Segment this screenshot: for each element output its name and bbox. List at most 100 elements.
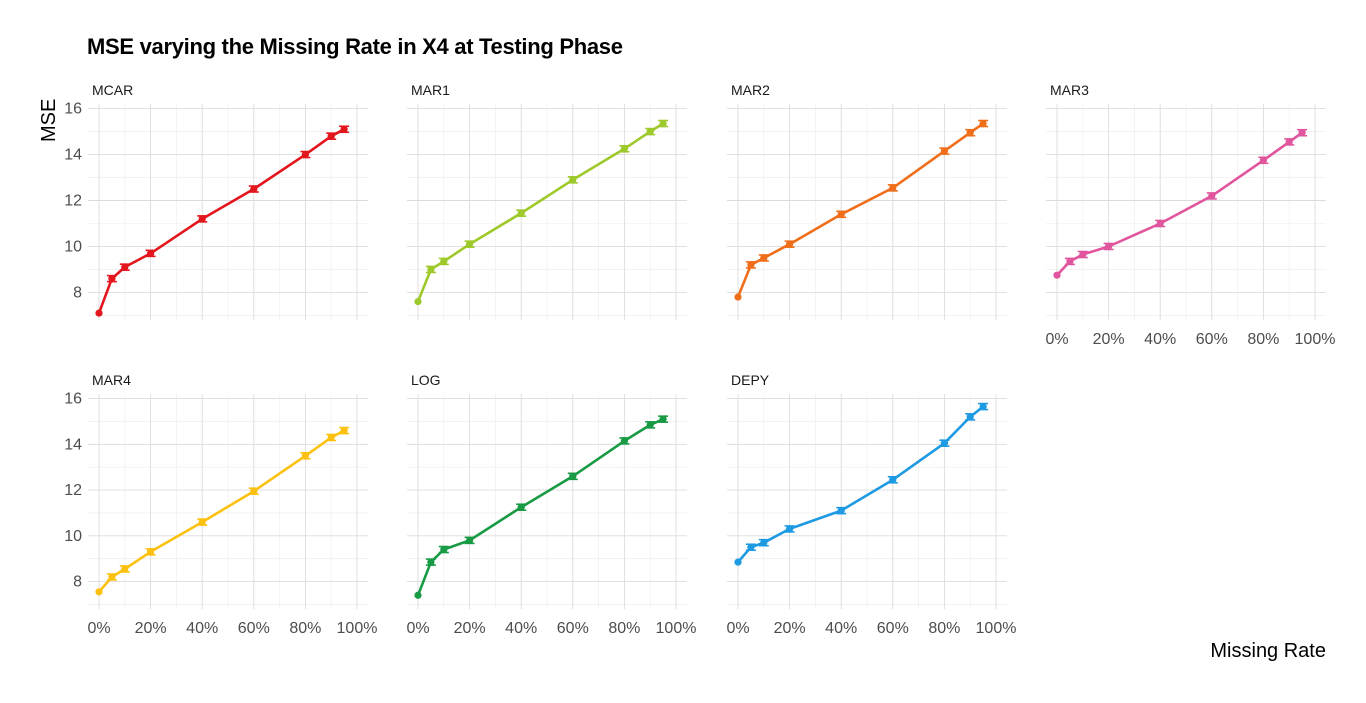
- panel-log: LOG 0% 20% 40% 60% 80% 100%: [406, 372, 696, 637]
- facet-label: MCAR: [92, 82, 133, 98]
- data-point: [440, 257, 448, 266]
- data-point: [620, 437, 629, 445]
- data-point: [466, 240, 474, 248]
- data-point: [250, 185, 258, 193]
- data-point: [1053, 271, 1061, 279]
- panel-mar4: MAR4 8 10 12 14 16 0% 20% 40% 60% 80% 100%: [64, 372, 377, 637]
- x-tick-label: 60%: [557, 620, 589, 637]
- x-tick-label: 60%: [877, 620, 909, 637]
- x-tick-label: 80%: [608, 620, 640, 637]
- data-point: [198, 518, 206, 526]
- data-point: [301, 150, 309, 159]
- x-tick-label: 100%: [1295, 331, 1336, 348]
- data-point: [1208, 192, 1216, 200]
- data-point: [121, 565, 129, 573]
- y-tick-label: 12: [64, 193, 82, 210]
- facet-label: MAR3: [1050, 82, 1089, 98]
- data-point: [517, 209, 525, 217]
- data-point: [108, 275, 116, 283]
- facet-label: DEPY: [731, 372, 770, 388]
- data-point: [569, 472, 577, 480]
- data-point: [979, 119, 987, 128]
- facet-label: LOG: [411, 372, 441, 388]
- data-point: [301, 452, 309, 460]
- data-point: [427, 558, 435, 566]
- data-point: [147, 249, 155, 257]
- series-line-mar3: [1056, 131, 1303, 277]
- x-tick-label: 80%: [928, 620, 960, 637]
- panel-mar1: MAR1: [407, 82, 687, 320]
- y-tick-label: 12: [64, 482, 82, 499]
- data-point: [1298, 129, 1306, 137]
- x-tick-label: 20%: [1093, 331, 1125, 348]
- x-axis-label: Missing Rate: [1210, 640, 1326, 662]
- data-point: [1259, 156, 1267, 164]
- data-point: [734, 293, 742, 301]
- facet-label: MAR1: [411, 82, 450, 98]
- data-point: [837, 210, 845, 218]
- data-point: [659, 415, 667, 423]
- x-tick-label: 0%: [726, 620, 749, 637]
- data-point: [646, 421, 654, 429]
- panel-depy: DEPY 0% 20% 40% 60% 80% 100%: [726, 372, 1016, 637]
- data-point: [198, 215, 206, 223]
- data-point: [786, 525, 794, 533]
- facet-label: MAR4: [92, 372, 131, 388]
- data-point: [760, 254, 768, 262]
- data-point: [108, 573, 116, 581]
- data-point: [121, 263, 129, 271]
- data-point: [327, 433, 335, 442]
- data-point: [95, 309, 103, 317]
- y-tick-label: 8: [73, 574, 82, 591]
- data-point: [1066, 257, 1074, 266]
- data-point: [427, 265, 435, 274]
- x-tick-label: 40%: [825, 620, 857, 637]
- x-tick-label: 40%: [186, 620, 218, 637]
- x-tick-label: 40%: [505, 620, 537, 637]
- x-tick-label: 0%: [406, 620, 429, 637]
- data-point: [734, 558, 742, 566]
- data-point: [414, 298, 422, 306]
- data-point: [837, 507, 845, 515]
- data-point: [940, 439, 949, 447]
- data-point: [786, 240, 794, 248]
- series-line-log: [416, 418, 664, 596]
- data-point: [966, 413, 974, 421]
- data-point: [659, 119, 667, 128]
- facet-label: MAR2: [731, 82, 770, 98]
- x-tick-label: 60%: [1196, 331, 1228, 348]
- data-point: [147, 548, 155, 556]
- x-tick-label: 0%: [1045, 331, 1068, 348]
- y-tick-label: 14: [64, 436, 82, 453]
- series-line-depy: [737, 405, 984, 563]
- x-tick-label: 20%: [135, 620, 167, 637]
- data-point: [95, 588, 103, 596]
- data-point: [747, 543, 755, 551]
- data-point: [440, 545, 448, 554]
- chart-title: MSE varying the Missing Rate in X4 at Te…: [87, 34, 623, 59]
- data-point: [340, 125, 348, 133]
- data-point: [966, 129, 974, 137]
- panel-mar2: MAR2: [727, 82, 1007, 320]
- x-tick-label: 40%: [1144, 331, 1176, 348]
- data-point: [1079, 250, 1087, 259]
- panel-mar3: MAR3 0% 20% 40% 60% 80% 100%: [1045, 82, 1335, 348]
- data-point: [889, 184, 897, 192]
- data-point: [747, 261, 755, 269]
- x-tick-label: 100%: [337, 620, 378, 637]
- data-point: [414, 591, 422, 599]
- data-point: [1105, 242, 1113, 251]
- x-tick-label: 80%: [289, 620, 321, 637]
- data-point: [646, 127, 654, 136]
- y-tick-label: 10: [64, 238, 82, 255]
- data-point: [340, 426, 348, 435]
- data-point: [250, 487, 258, 495]
- y-tick-label: 14: [64, 147, 82, 164]
- y-tick-label: 8: [73, 284, 82, 301]
- data-point: [940, 147, 949, 155]
- data-point: [466, 536, 474, 544]
- data-point: [1156, 219, 1164, 228]
- x-tick-label: 20%: [774, 620, 806, 637]
- data-point: [569, 176, 577, 184]
